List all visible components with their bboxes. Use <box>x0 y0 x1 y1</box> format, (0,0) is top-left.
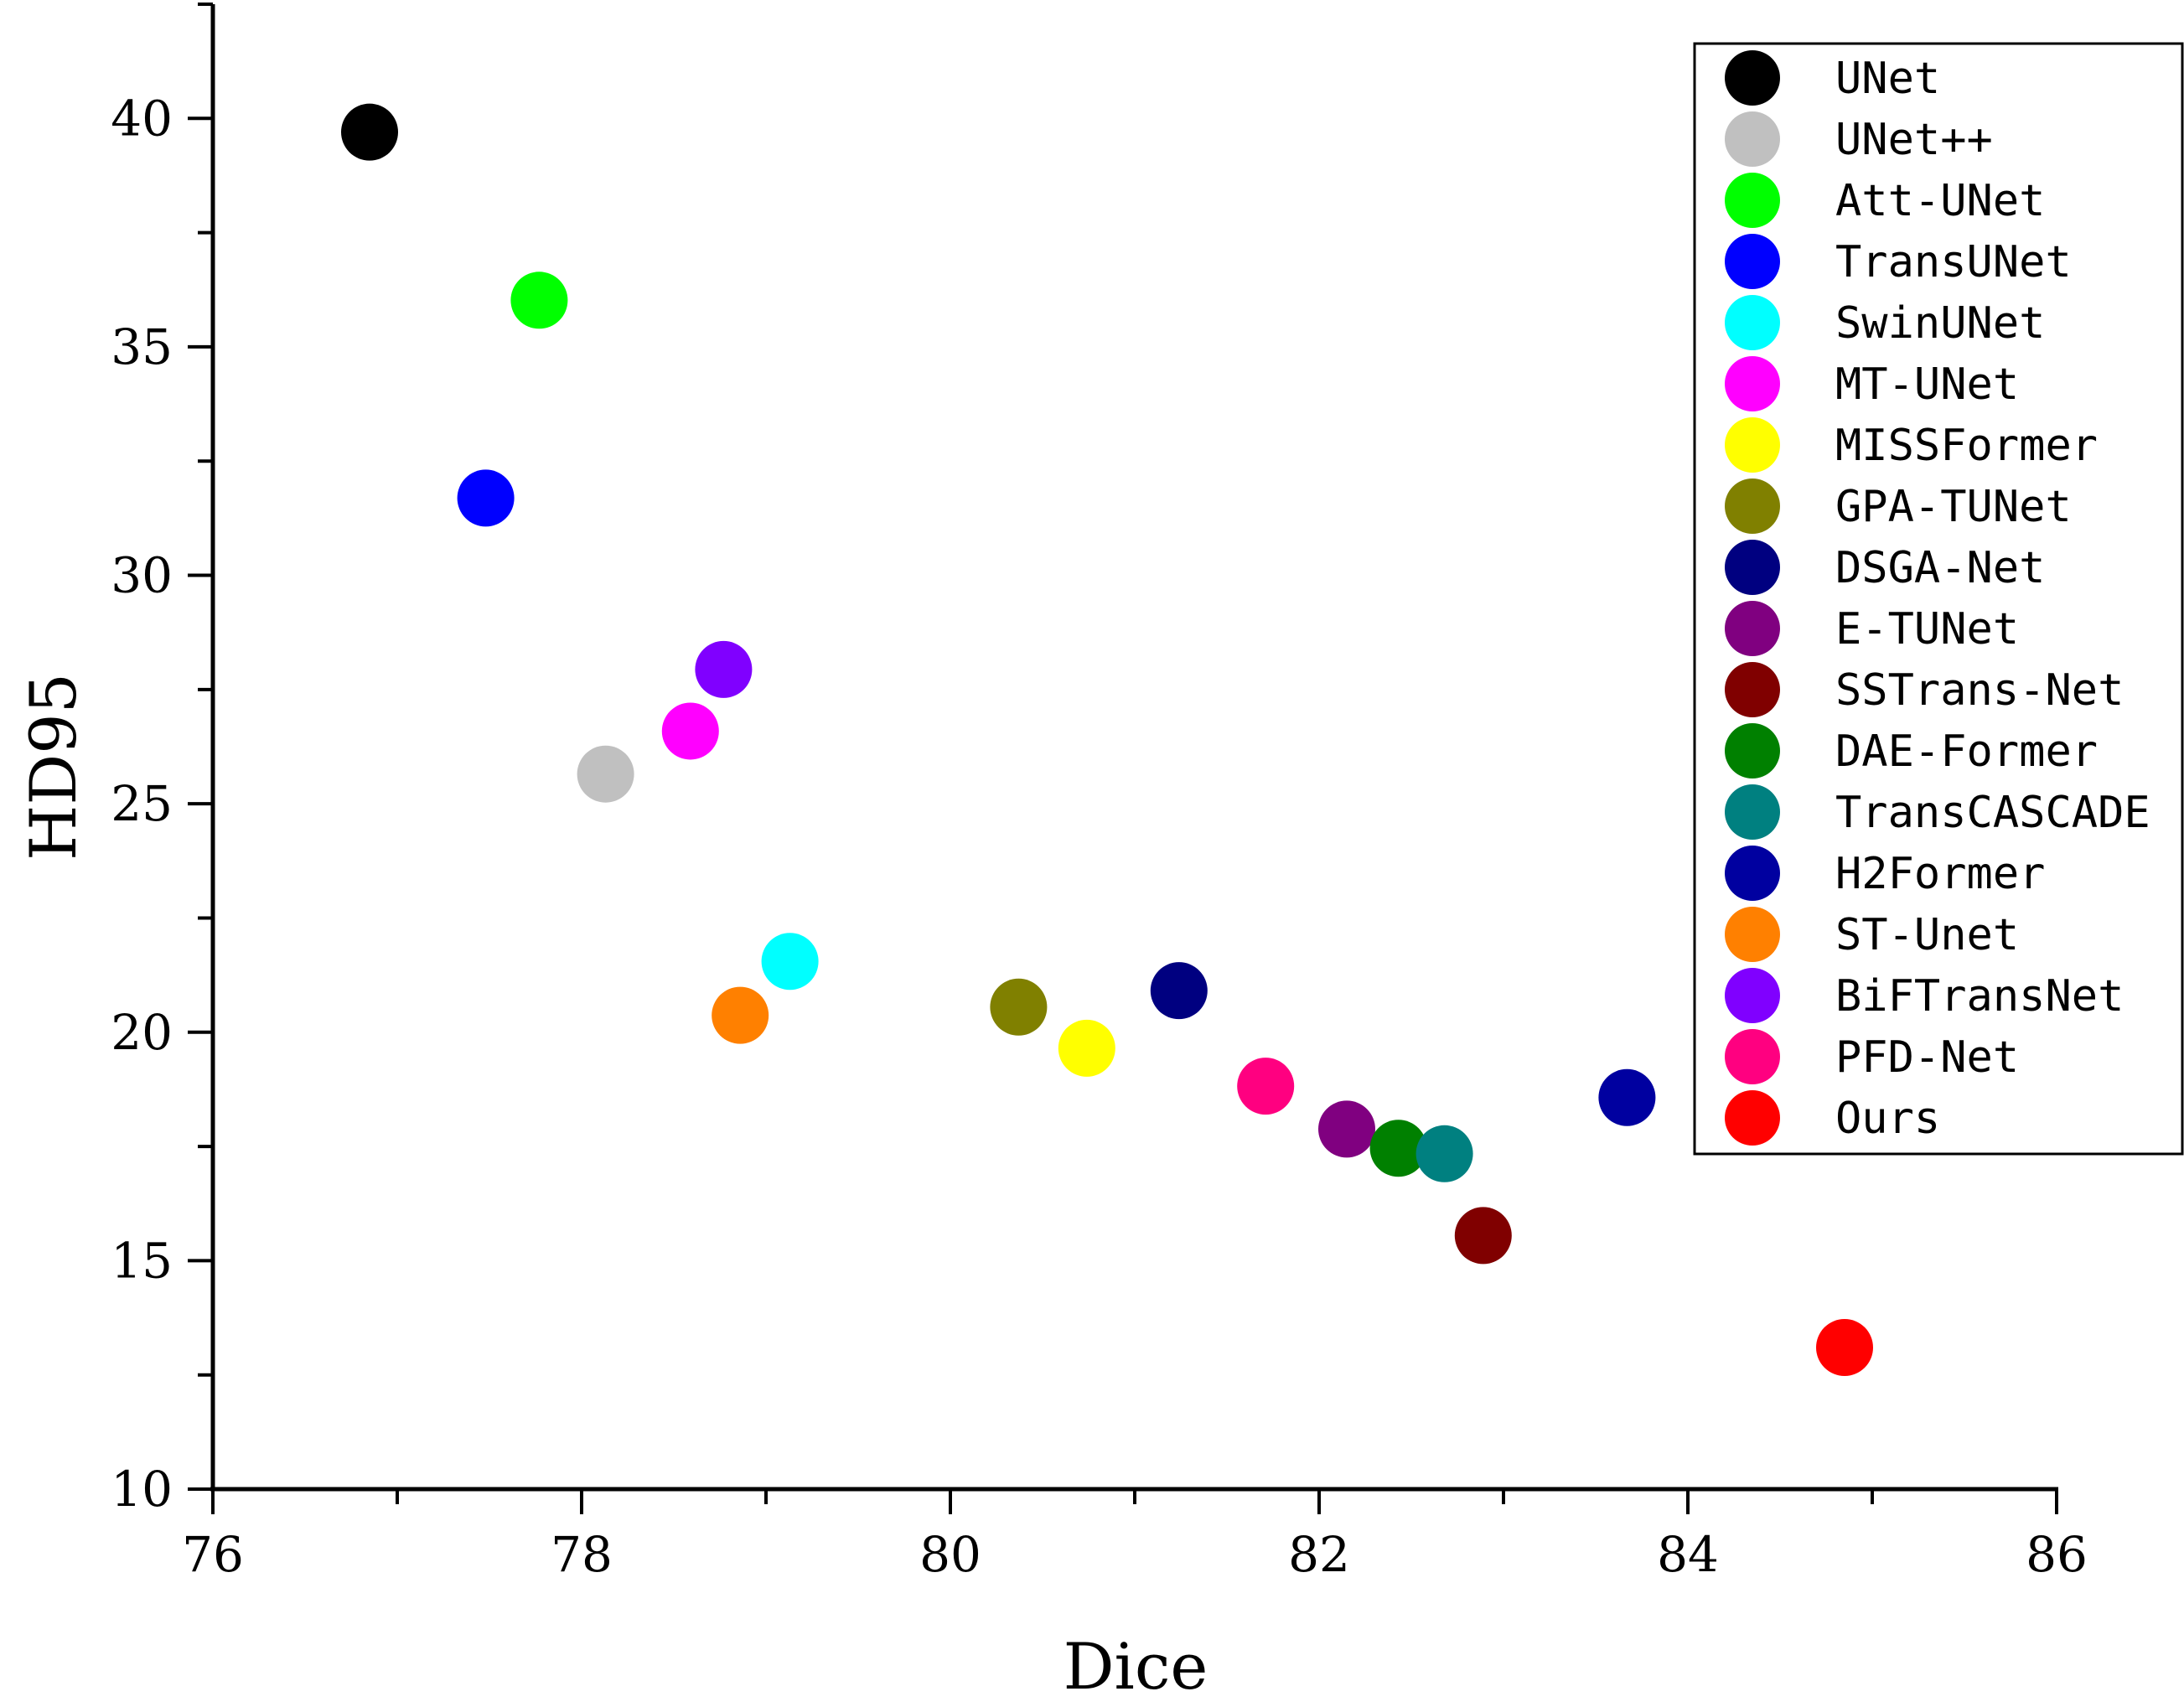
point-pfd-net <box>1237 1058 1295 1115</box>
legend-item: SSTrans-Net <box>1725 662 2124 717</box>
y-tick-label: 15 <box>111 1232 173 1289</box>
legend-label: SwinUNet <box>1835 298 2045 349</box>
legend-item: UNet++ <box>1725 111 1993 167</box>
legend-label: E-TUNet <box>1835 604 2019 654</box>
point-missformer <box>1058 1019 1115 1077</box>
point-transcascade <box>1415 1125 1473 1182</box>
legend-item: GPA-TUNet <box>1725 478 2072 534</box>
y-tick-label: 40 <box>111 90 173 147</box>
legend-label: UNet++ <box>1835 115 1993 165</box>
legend-marker <box>1725 1029 1780 1084</box>
point-e-tunet <box>1318 1100 1375 1158</box>
legend-items: UNet UNet++ Att-UNet TransUNet SwinUNet MT-UN… <box>1725 50 2150 1146</box>
legend-label: DAE-Former <box>1835 727 2098 777</box>
y-ticks: 10 15 20 25 30 35 40 <box>111 3 213 1518</box>
point-st-unet <box>712 986 769 1044</box>
legend-item: E-TUNet <box>1725 601 2019 656</box>
x-tick-label: 76 <box>182 1526 244 1583</box>
legend-marker <box>1725 478 1780 534</box>
point-transunet <box>457 469 515 527</box>
legend-item: Ours <box>1725 1090 1940 1146</box>
legend-label: BiFTransNet <box>1835 971 2124 1022</box>
legend-item: DSGA-Net <box>1725 540 2045 595</box>
legend: UNet UNet++ Att-UNet TransUNet SwinUNet MT-UN… <box>1693 42 2184 1156</box>
legend-marker <box>1725 907 1780 962</box>
legend-label: TransCASCADE <box>1835 788 2150 838</box>
legend-item: TransUNet <box>1725 234 2072 289</box>
legend-marker <box>1725 295 1780 350</box>
legend-label: SSTrans-Net <box>1835 665 2124 716</box>
legend-marker <box>1725 601 1780 656</box>
legend-marker <box>1725 784 1780 840</box>
y-tick-label: 20 <box>111 1004 173 1061</box>
point-unet- <box>577 745 634 803</box>
x-tick-label: 80 <box>919 1526 981 1583</box>
legend-label: ST-Unet <box>1835 910 2019 960</box>
legend-item: BiFTransNet <box>1725 968 2124 1023</box>
legend-marker <box>1725 723 1780 778</box>
point-h2former <box>1598 1068 1656 1126</box>
point-swinunet <box>761 933 819 991</box>
point-dae-former <box>1369 1120 1427 1177</box>
legend-item: DAE-Former <box>1725 723 2098 778</box>
legend-item: MT-UNet <box>1725 356 2019 411</box>
legend-box <box>1693 42 2184 1156</box>
data-points <box>341 103 1873 1376</box>
legend-item: H2Former <box>1725 846 2045 901</box>
legend-item: UNet <box>1725 50 1940 106</box>
y-tick-label: 25 <box>111 775 173 832</box>
x-tick-label: 78 <box>551 1526 613 1583</box>
legend-marker <box>1725 111 1780 167</box>
x-axis-title: Dice <box>1064 1629 1208 1704</box>
point-mt-unet <box>661 702 719 760</box>
legend-marker <box>1725 540 1780 595</box>
legend-label: GPA-TUNet <box>1835 482 2072 532</box>
y-tick-label: 30 <box>111 547 173 604</box>
legend-marker <box>1725 173 1780 228</box>
x-ticks: 76 78 80 82 84 86 <box>182 1489 2088 1583</box>
legend-item: SwinUNet <box>1725 295 2045 350</box>
y-axis-title: HD95 <box>16 673 91 861</box>
point-ours <box>1816 1318 1873 1376</box>
point-biftransnet <box>695 640 753 698</box>
legend-label: H2Former <box>1835 849 2045 899</box>
legend-item: TransCASCADE <box>1725 784 2150 840</box>
x-tick-label: 86 <box>2026 1526 2088 1583</box>
legend-label: DSGA-Net <box>1835 543 2045 593</box>
point-unet <box>341 103 398 161</box>
legend-label: Ours <box>1835 1094 1940 1144</box>
legend-item: Att-UNet <box>1725 173 2045 228</box>
point-sstrans-net <box>1454 1207 1512 1265</box>
point-att-unet <box>510 272 568 329</box>
x-tick-label: 82 <box>1288 1526 1350 1583</box>
legend-label: TransUNet <box>1835 237 2072 287</box>
legend-label: Att-UNet <box>1835 176 2045 226</box>
legend-marker <box>1725 50 1780 106</box>
legend-marker <box>1725 1090 1780 1146</box>
legend-label: MISSFormer <box>1835 421 2098 471</box>
y-tick-label: 35 <box>111 318 173 375</box>
legend-marker <box>1725 234 1780 289</box>
legend-marker <box>1725 846 1780 901</box>
legend-marker <box>1725 417 1780 473</box>
y-tick-label: 10 <box>111 1461 173 1518</box>
legend-item: MISSFormer <box>1725 417 2098 473</box>
legend-marker <box>1725 968 1780 1023</box>
legend-item: PFD-Net <box>1725 1029 2019 1084</box>
x-tick-label: 84 <box>1657 1526 1719 1583</box>
legend-label: UNet <box>1835 54 1940 104</box>
legend-marker <box>1725 356 1780 411</box>
point-gpa-tunet <box>990 978 1048 1036</box>
legend-label: PFD-Net <box>1835 1032 2019 1083</box>
legend-label: MT-UNet <box>1835 360 2019 410</box>
point-dsga-net <box>1150 962 1208 1020</box>
legend-item: ST-Unet <box>1725 907 2019 962</box>
legend-marker <box>1725 662 1780 717</box>
